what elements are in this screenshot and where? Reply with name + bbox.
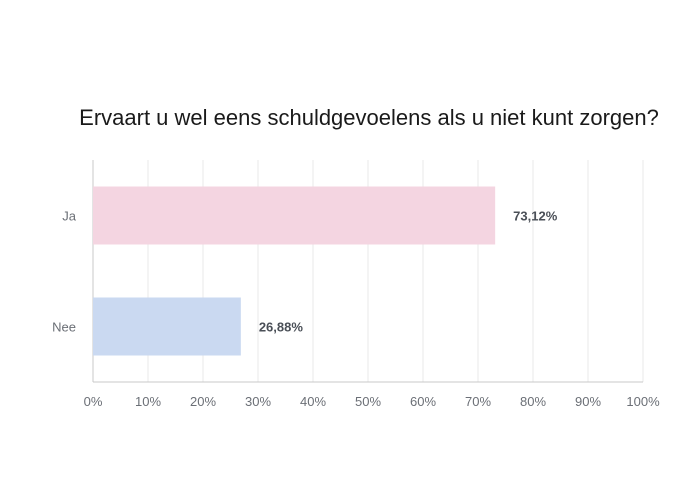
category-label: Ja [62,209,77,224]
category-label: Nee [52,320,76,335]
bar-nee [93,297,241,356]
x-tick-label: 10% [135,394,161,409]
x-tick-label: 100% [626,394,660,409]
x-tick-label: 90% [575,394,601,409]
x-tick-label: 70% [465,394,491,409]
data-label: 73,12% [513,209,558,224]
x-tick-label: 80% [520,394,546,409]
x-tick-label: 60% [410,394,436,409]
x-tick-label: 40% [300,394,326,409]
x-tick-label: 30% [245,394,271,409]
chart-title: Ervaart u wel eens schuldgevoelens als u… [79,105,659,130]
data-label: 26,88% [259,320,304,335]
bar-ja [93,186,496,245]
x-tick-label: 0% [84,394,103,409]
x-tick-label: 20% [190,394,216,409]
x-tick-label: 50% [355,394,381,409]
